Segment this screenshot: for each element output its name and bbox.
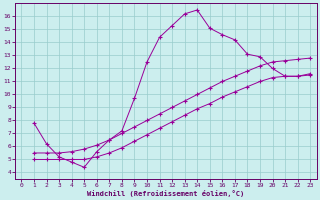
X-axis label: Windchill (Refroidissement éolien,°C): Windchill (Refroidissement éolien,°C) — [87, 190, 244, 197]
